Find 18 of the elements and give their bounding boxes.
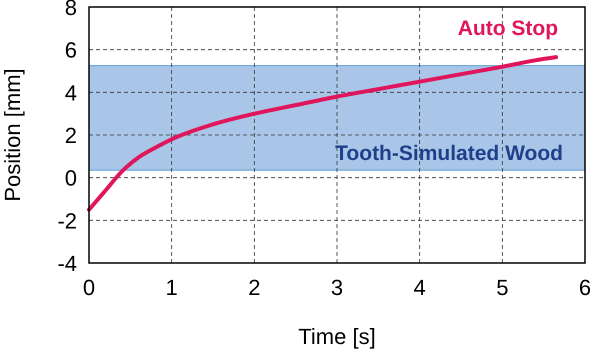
- y-axis-title: Position [mm]: [0, 68, 25, 202]
- y-tick-label: -4: [57, 251, 77, 276]
- band-label: Tooth-Simulated Wood: [335, 142, 563, 166]
- y-tick-label: 4: [64, 80, 77, 106]
- x-tick-label: 2: [248, 275, 260, 300]
- y-tick-label: 2: [64, 123, 77, 148]
- y-tick-label: 0: [64, 166, 77, 191]
- y-tick-label: 6: [64, 38, 77, 63]
- x-tick-label: 3: [330, 275, 344, 300]
- x-tick-label: 6: [578, 275, 592, 300]
- y-tick-label: 8: [64, 0, 77, 20]
- x-tick-label: 4: [414, 275, 426, 300]
- x-tick-label: 5: [496, 275, 508, 300]
- x-tick-label: 0: [82, 275, 96, 300]
- x-axis-title: Time [s]: [298, 324, 376, 349]
- series-label: Auto Stop: [458, 17, 558, 40]
- x-tick-label: 1: [166, 275, 178, 300]
- y-tick-label: -2: [57, 208, 77, 234]
